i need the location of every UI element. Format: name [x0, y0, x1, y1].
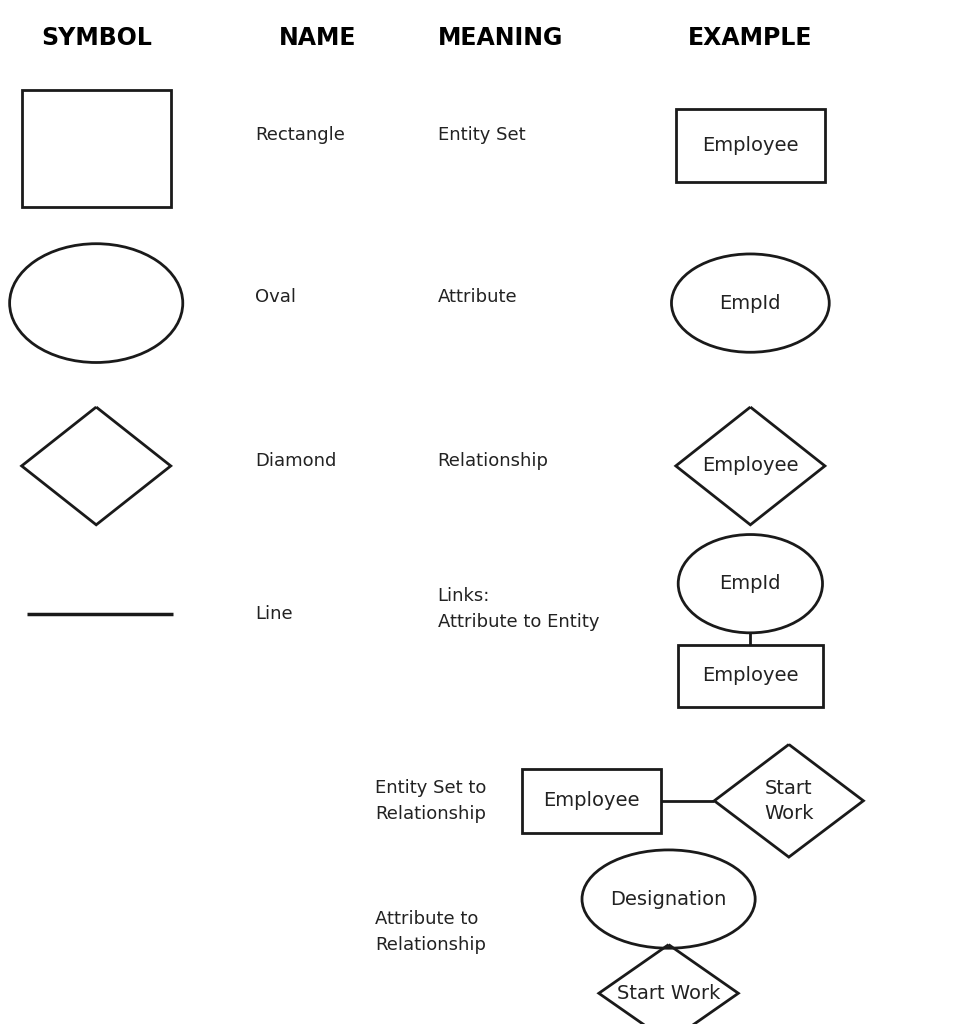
Text: EmpId: EmpId	[719, 294, 780, 312]
Text: Employee: Employee	[543, 792, 639, 810]
Text: Employee: Employee	[702, 457, 798, 475]
Text: Rectangle: Rectangle	[255, 126, 344, 144]
Text: Relationship: Relationship	[437, 452, 548, 470]
Bar	[22, 90, 170, 207]
Text: Entity Set: Entity Set	[437, 126, 525, 144]
Text: Oval: Oval	[255, 288, 296, 306]
Text: SYMBOL: SYMBOL	[40, 26, 152, 49]
Text: Attribute: Attribute	[437, 288, 517, 306]
Ellipse shape	[581, 850, 754, 948]
Text: EmpId: EmpId	[719, 574, 780, 593]
Ellipse shape	[10, 244, 183, 362]
Text: Links:
Attribute to Entity: Links: Attribute to Entity	[437, 587, 599, 632]
Text: Designation: Designation	[610, 890, 726, 908]
Text: MEANING: MEANING	[437, 26, 562, 49]
Text: Attribute to
Relationship: Attribute to Relationship	[375, 909, 485, 954]
Ellipse shape	[678, 535, 822, 633]
Text: Start
Work: Start Work	[763, 779, 813, 822]
Bar	[521, 769, 660, 833]
Text: Line: Line	[255, 605, 292, 624]
Text: Start Work: Start Work	[616, 984, 720, 1002]
Text: Entity Set to
Relationship: Entity Set to Relationship	[375, 778, 486, 823]
Ellipse shape	[671, 254, 828, 352]
Text: EXAMPLE: EXAMPLE	[687, 26, 812, 49]
Text: NAME: NAME	[279, 26, 356, 49]
Text: Employee: Employee	[702, 136, 798, 155]
Text: Employee: Employee	[702, 667, 798, 685]
Bar	[675, 109, 825, 182]
Bar	[678, 645, 822, 707]
Text: Diamond: Diamond	[255, 452, 336, 470]
